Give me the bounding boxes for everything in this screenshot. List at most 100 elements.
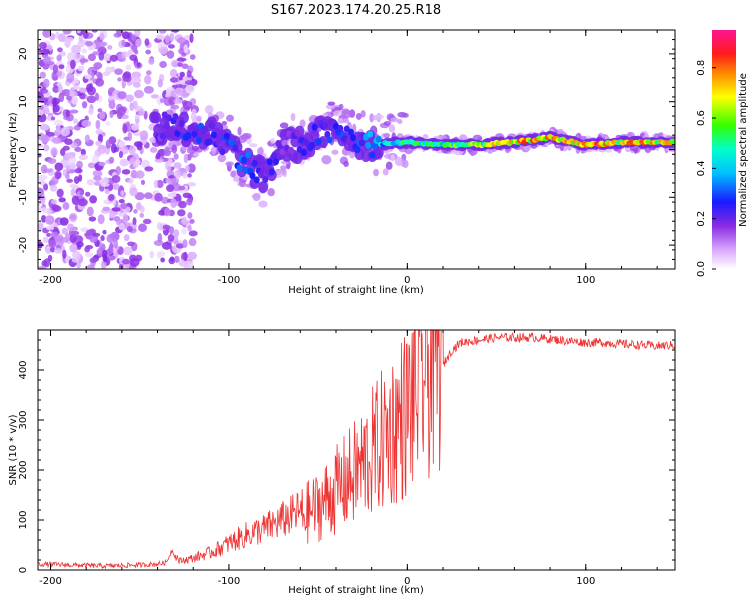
spectrogram-noise-blob — [180, 228, 188, 235]
spectrogram-ridge-core — [232, 144, 239, 152]
spectrogram-noise-blob — [154, 157, 164, 163]
spectrogram-noise-blob — [74, 146, 82, 152]
spectrogram-noise-blob — [52, 205, 62, 212]
spectrogram-noise-blob — [95, 128, 103, 135]
spectrogram-noise-blob — [87, 162, 96, 169]
spectrogram-faint-blob — [225, 161, 234, 167]
spectrogram-ridge-core — [315, 137, 322, 145]
colorbar-ticks: 0.0 0.2 0.4 0.6 0.8 — [696, 60, 716, 277]
spectrogram-noise-blob — [167, 233, 175, 242]
snr-y-tick-label: 400 — [18, 360, 29, 379]
spectrogram-noise-blob — [160, 196, 170, 204]
spectrogram-faint-blob — [388, 124, 396, 133]
spectrogram-ridge-core — [371, 142, 378, 150]
spectrogram-noise-blob — [65, 36, 74, 42]
spectrogram-noise-blob — [160, 257, 165, 263]
spectrogram-ridge-core — [219, 148, 226, 156]
spectrogram-noise-blob — [138, 108, 145, 116]
spectrogram-noise-blob — [69, 234, 77, 243]
spectrogram-noise-blob — [182, 172, 188, 179]
spectrogram-noise-blob — [135, 170, 145, 179]
colorbar-tick-label: 0.8 — [696, 60, 707, 76]
spectrogram-ridge-core — [210, 131, 217, 139]
spectrogram-noise-blob — [106, 255, 116, 261]
spectrogram-noise-blob — [95, 71, 102, 78]
spectrogram-x-tick-label: -200 — [39, 275, 62, 286]
spectrogram-faint-blob — [290, 112, 296, 122]
spectrogram-noise-blob — [49, 184, 58, 192]
spectrogram-noise-blob — [127, 49, 134, 55]
spectrogram-noise-blob — [170, 198, 177, 209]
spectrogram-noise-blob — [61, 88, 71, 97]
spectrogram-noise-blob — [38, 109, 44, 116]
spectrogram-noise-blob — [50, 116, 56, 121]
spectrogram-noise-blob — [87, 53, 97, 62]
spectrogram-noise-blob — [120, 190, 125, 196]
spectrogram-noise-blob — [62, 30, 71, 35]
spectrogram-noise-blob — [189, 218, 195, 224]
spectrogram-noise-blob — [107, 45, 113, 50]
spectrogram-faint-blob — [221, 121, 228, 126]
spectrogram-noise-blob — [186, 70, 192, 78]
spectrogram-y-tick-label: 20 — [18, 48, 29, 61]
spectrogram-noise-blob — [157, 79, 163, 88]
spectrogram-noise-blob — [178, 185, 186, 191]
spectrogram-noise-blob — [169, 177, 180, 184]
spectrogram-noise-blob — [52, 85, 60, 93]
spectrogram-noise-blob — [94, 92, 100, 101]
spectrogram-noise-blob — [178, 76, 183, 81]
spectrogram-noise-blob — [165, 184, 175, 192]
spectrogram-faint-blob — [321, 155, 332, 165]
spectrogram-noise-blob — [76, 160, 83, 169]
spectrogram-faint-blob — [397, 160, 403, 167]
spectrogram-noise-blob — [117, 91, 127, 100]
spectrogram-noise-blob — [186, 198, 193, 206]
spectrogram-faint-blob — [173, 153, 179, 160]
snr-x-label: Height of straight line (km) — [288, 585, 424, 596]
spectrogram-noise-blob — [56, 71, 62, 77]
spectrogram-ridge-core — [279, 148, 286, 156]
spectrogram-noise-blob — [106, 233, 116, 244]
spectrogram-faint-blob — [193, 152, 200, 157]
spectrogram-noise-blob — [58, 197, 66, 203]
snr-series-line — [38, 330, 675, 570]
spectrogram-noise-blob — [38, 97, 49, 104]
spectrogram-noise-blob — [57, 84, 63, 94]
spectrogram-ridge-core — [354, 146, 361, 154]
spectrogram-faint-blob — [159, 98, 165, 103]
spectrogram-noise-blob — [105, 139, 112, 149]
spectrogram-faint-blob — [252, 192, 261, 202]
spectrogram-noise-blob — [178, 259, 189, 267]
spectrogram-noise-blob — [134, 30, 141, 37]
spectrogram-noise-blob — [184, 80, 194, 86]
spectrogram-noise-blob — [43, 78, 50, 88]
spectrogram-noise-blob — [140, 179, 146, 186]
spectrogram-faint-blob — [267, 187, 275, 197]
spectrogram-noise-blob — [94, 172, 103, 177]
spectrogram-noise-blob — [76, 30, 81, 34]
spectrogram-noise-blob — [69, 243, 78, 253]
spectrogram-noise-blob — [158, 46, 168, 55]
spectrogram-noise-blob — [123, 246, 133, 256]
spectrogram-noise-blob — [56, 188, 64, 198]
spectrogram-faint-blob — [390, 154, 395, 162]
spectrogram-noise-blob — [174, 87, 183, 96]
spectrogram-noise-blob — [102, 254, 108, 263]
spectrogram-noise-blob — [52, 97, 57, 108]
spectrogram-faint-blob — [343, 160, 349, 168]
spectrogram-ridge-core — [168, 127, 175, 135]
spectrogram-noise-blob — [183, 185, 189, 193]
spectrogram-noise-blob — [187, 212, 193, 219]
spectrogram-noise-blob — [84, 232, 91, 237]
spectrogram-noise-blob — [169, 32, 175, 43]
spectrogram-noise-blob — [65, 173, 70, 180]
spectrogram-noise-blob — [129, 187, 138, 197]
snr-y-tick-label: 0 — [18, 567, 29, 573]
spectrogram-noise-blob — [42, 30, 52, 38]
spectrogram-noise-blob — [112, 198, 117, 206]
spectrogram-ridge-core — [326, 136, 333, 144]
spectrogram-noise-blob — [43, 183, 49, 191]
spectrogram-faint-blob — [171, 144, 178, 154]
spectrogram-noise-blob — [91, 154, 99, 164]
